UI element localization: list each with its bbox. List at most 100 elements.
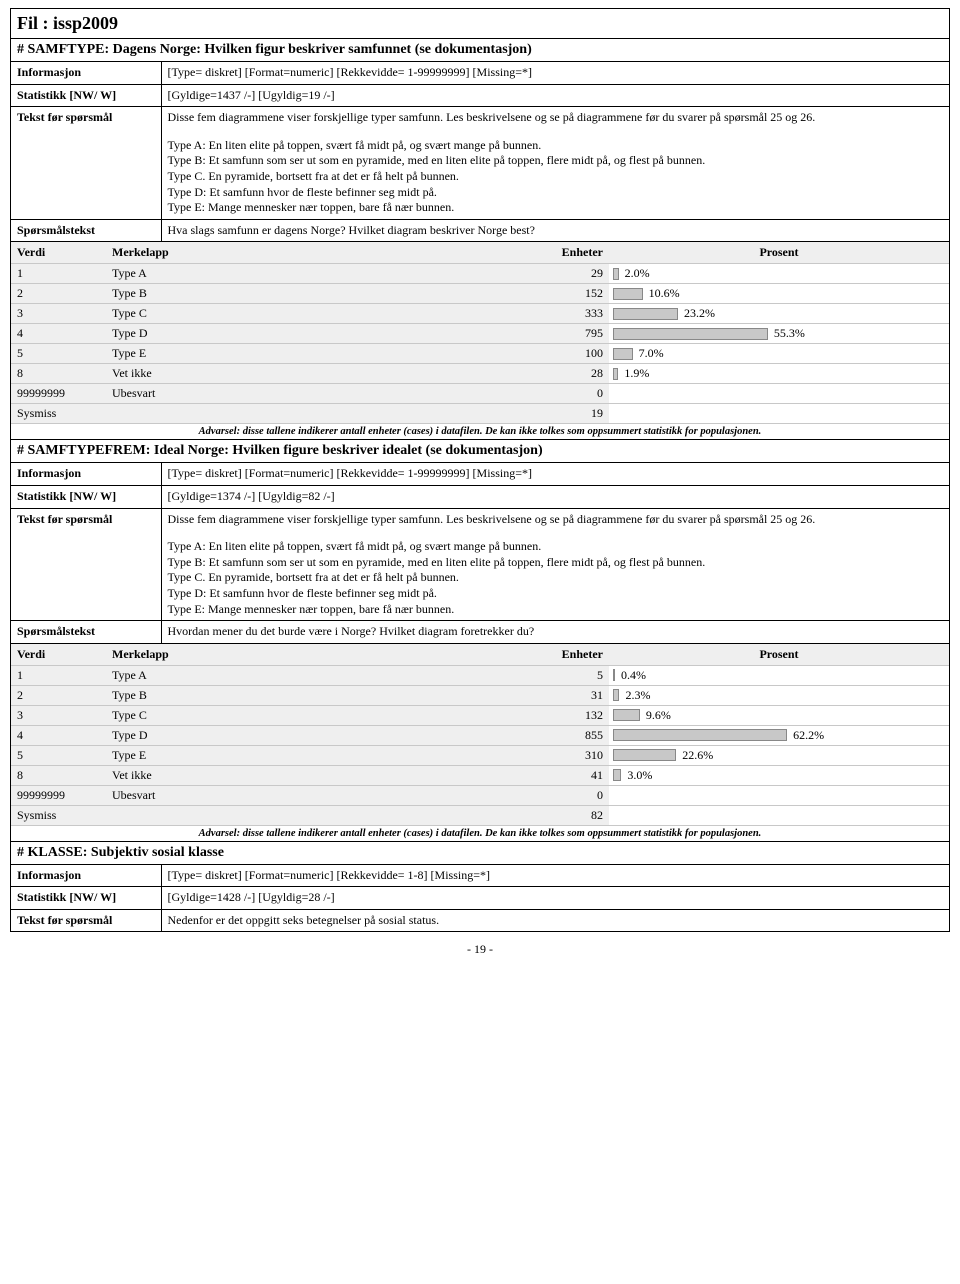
info-value: [Type= diskret] [Format=numeric] [Rekkev… [161, 864, 949, 887]
cell-enheter: 855 [519, 725, 609, 745]
col-header-enheter: Enheter [519, 242, 609, 264]
bar-percent-label: 22.6% [682, 748, 713, 763]
cell-verdi: 4 [11, 725, 106, 745]
info-value: [Type= diskret] [Format=numeric] [Rekkev… [161, 463, 949, 486]
bar-rect [613, 348, 633, 360]
table-row: 99999999Ubesvart0 [11, 384, 949, 404]
cell-prosent: 9.6% [609, 705, 949, 725]
cell-enheter: 82 [519, 805, 609, 825]
cell-merkelapp: Ubesvart [106, 384, 519, 404]
cell-prosent: 0.4% [609, 665, 949, 685]
info-value: Disse fem diagrammene viser forskjellige… [161, 107, 949, 220]
cell-verdi: 4 [11, 324, 106, 344]
cell-verdi: 99999999 [11, 785, 106, 805]
table-row: 1Type A292.0% [11, 264, 949, 284]
table-row: 3Type C1329.6% [11, 705, 949, 725]
info-value: Hvordan mener du det burde være i Norge?… [161, 621, 949, 643]
bar-rect [613, 669, 615, 681]
info-table: Informasjon [Type= diskret] [Format=nume… [11, 864, 949, 932]
bar-rect [613, 769, 621, 781]
cell-verdi: Sysmiss [11, 805, 106, 825]
cell-enheter: 0 [519, 384, 609, 404]
table-row: 8Vet ikke413.0% [11, 765, 949, 785]
bar-percent-label: 0.4% [621, 668, 646, 683]
table-row: 3Type C33323.2% [11, 304, 949, 324]
col-header-verdi: Verdi [11, 242, 106, 264]
text-paragraph: Type E: Mange mennesker nær toppen, bare… [168, 200, 944, 216]
cell-prosent: 1.9% [609, 364, 949, 384]
text-paragraph: Type B: Et samfunn som ser ut som en pyr… [168, 555, 944, 571]
cell-merkelapp: Type D [106, 725, 519, 745]
col-header-prosent: Prosent [609, 242, 949, 264]
text-paragraph: Type D: Et samfunn hvor de fleste befinn… [168, 586, 944, 602]
value-table-2: Verdi Merkelapp Enheter Prosent 1Type A5… [11, 643, 949, 841]
cell-verdi: 2 [11, 284, 106, 304]
bar-rect [613, 689, 619, 701]
table-row: 5Type E1007.0% [11, 344, 949, 364]
info-label: Tekst før spørsmål [11, 107, 161, 220]
cell-enheter: 132 [519, 705, 609, 725]
info-table: Informasjon [Type= diskret] [Format=nume… [11, 61, 949, 241]
bar-percent-label: 1.9% [624, 366, 649, 381]
text-paragraph: Type C. En pyramide, bortsett fra at det… [168, 570, 944, 586]
info-label: Informasjon [11, 864, 161, 887]
bar-percent-label: 7.0% [639, 346, 664, 361]
bar-rect [613, 328, 768, 340]
cell-merkelapp: Type D [106, 324, 519, 344]
cell-merkelapp [106, 404, 519, 424]
cell-verdi: 5 [11, 344, 106, 364]
cell-enheter: 0 [519, 785, 609, 805]
cell-enheter: 28 [519, 364, 609, 384]
value-table-body: 1Type A292.0%2Type B15210.6%3Type C33323… [11, 264, 949, 424]
bar-percent-label: 62.2% [793, 728, 824, 743]
table-row: Sysmiss 82 [11, 805, 949, 825]
cell-merkelapp: Vet ikke [106, 765, 519, 785]
file-title: Fil : issp2009 [11, 9, 949, 38]
cell-verdi: 3 [11, 304, 106, 324]
cell-verdi: 1 [11, 665, 106, 685]
cell-prosent [609, 404, 949, 424]
cell-prosent [609, 785, 949, 805]
cell-merkelapp: Type A [106, 264, 519, 284]
bar-rect [613, 729, 787, 741]
table-row: 2Type B312.3% [11, 685, 949, 705]
cell-enheter: 19 [519, 404, 609, 424]
cell-enheter: 41 [519, 765, 609, 785]
info-value: [Gyldige=1437 /-] [Ugyldig=19 /-] [161, 84, 949, 107]
cell-verdi: 8 [11, 364, 106, 384]
bar-rect [613, 368, 618, 380]
bar-rect [613, 749, 676, 761]
bar-rect [613, 268, 619, 280]
text-paragraph: Type E: Mange mennesker nær toppen, bare… [168, 602, 944, 618]
info-value: [Type= diskret] [Format=numeric] [Rekkev… [161, 62, 949, 85]
cell-prosent: 2.3% [609, 685, 949, 705]
text-paragraph: Disse fem diagrammene viser forskjellige… [168, 110, 944, 126]
info-value: Disse fem diagrammene viser forskjellige… [161, 508, 949, 621]
warning-text: Advarsel: disse tallene indikerer antall… [11, 825, 949, 841]
cell-verdi: Sysmiss [11, 404, 106, 424]
info-label: Tekst før spørsmål [11, 508, 161, 621]
bar-percent-label: 2.3% [625, 688, 650, 703]
cell-prosent: 3.0% [609, 765, 949, 785]
cell-prosent: 62.2% [609, 725, 949, 745]
table-row: 1Type A50.4% [11, 665, 949, 685]
cell-prosent: 7.0% [609, 344, 949, 364]
cell-merkelapp: Vet ikke [106, 364, 519, 384]
table-row: 99999999Ubesvart0 [11, 785, 949, 805]
table-row: 8Vet ikke28 1.9% [11, 364, 949, 384]
cell-merkelapp: Type B [106, 685, 519, 705]
cell-merkelapp: Type C [106, 304, 519, 324]
cell-prosent: 2.0% [609, 264, 949, 284]
col-header-verdi: Verdi [11, 643, 106, 665]
info-label: Tekst før spørsmål [11, 909, 161, 931]
section-heading: # SAMFTYPE: Dagens Norge: Hvilken figur … [11, 38, 949, 61]
info-value: Hva slags samfunn er dagens Norge? Hvilk… [161, 219, 949, 241]
value-table-body: 1Type A50.4%2Type B312.3%3Type C1329.6%4… [11, 665, 949, 825]
bar-percent-label: 23.2% [684, 306, 715, 321]
bar-percent-label: 10.6% [649, 286, 680, 301]
text-paragraph: Type D: Et samfunn hvor de fleste befinn… [168, 185, 944, 201]
cell-prosent: 10.6% [609, 284, 949, 304]
table-row: 2Type B15210.6% [11, 284, 949, 304]
cell-enheter: 795 [519, 324, 609, 344]
table-row: 5Type E31022.6% [11, 745, 949, 765]
